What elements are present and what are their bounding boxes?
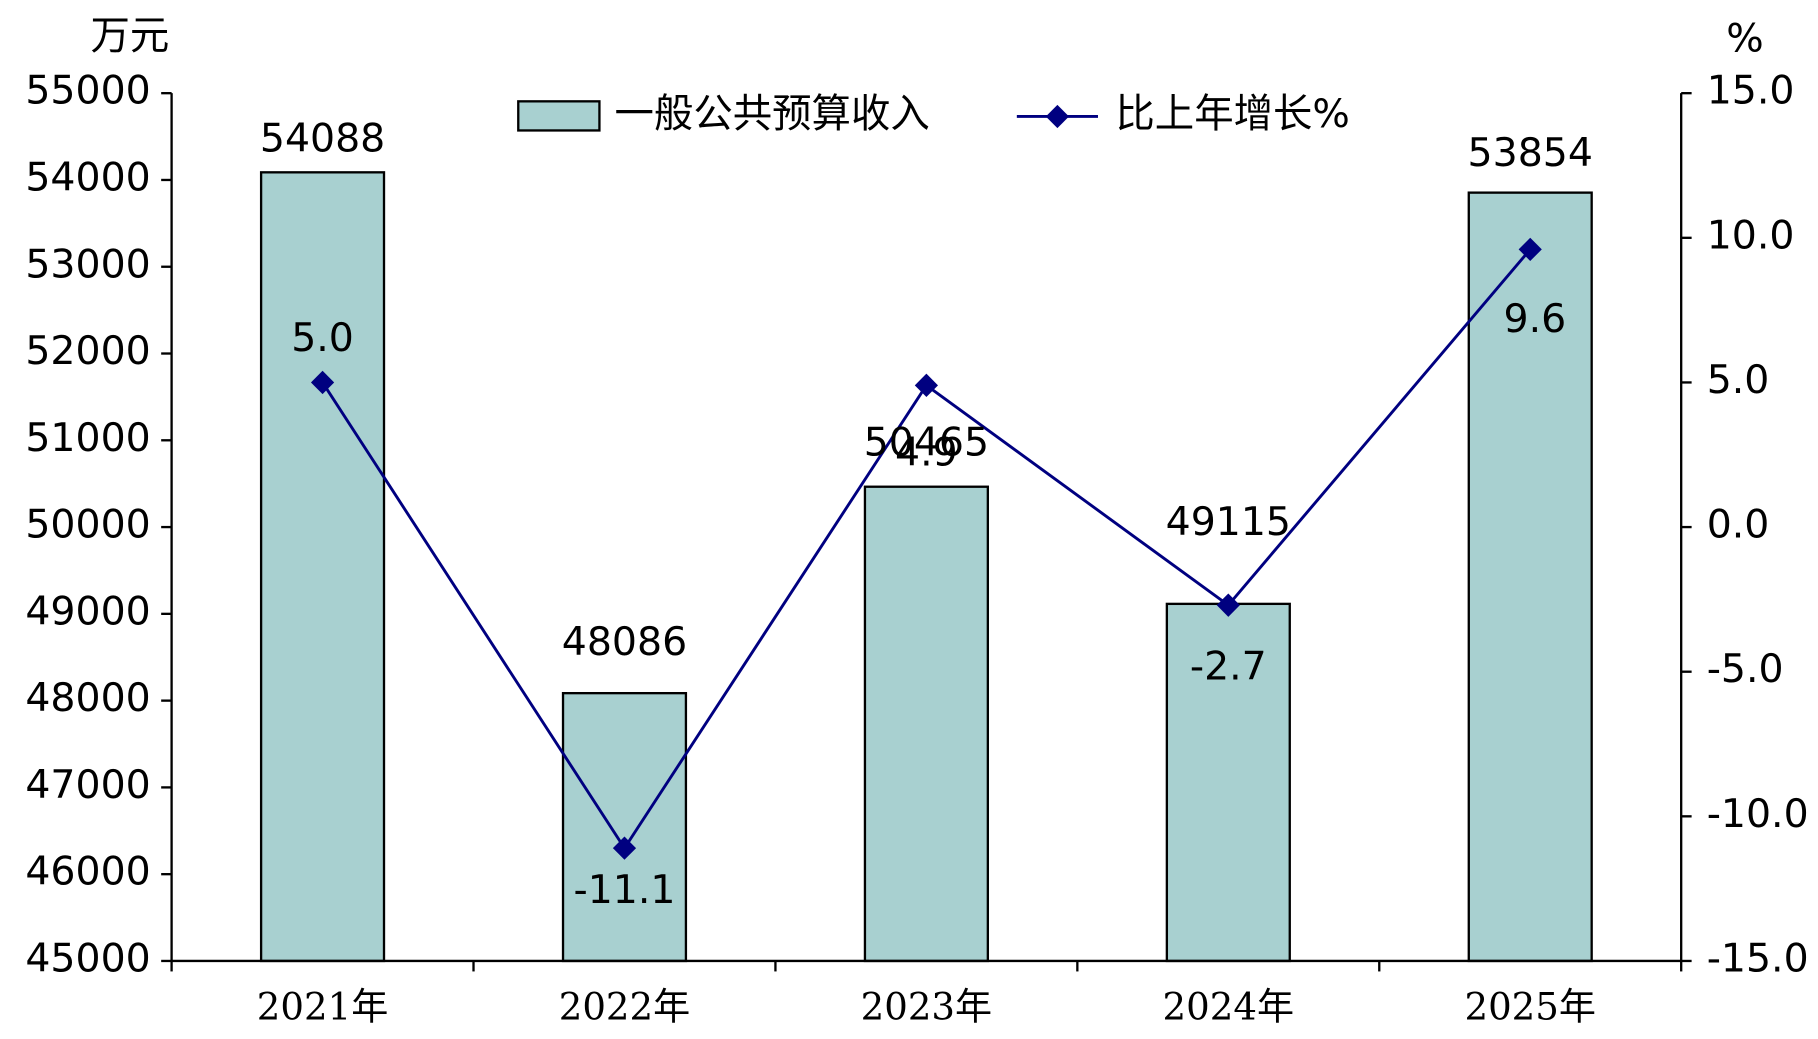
cat-label: 2021年 [257,984,388,1028]
line-value-label: 4.9 [895,430,958,476]
y2-axis-label: % [1726,15,1763,61]
legend-marker [1045,104,1070,129]
y-tick-label: 45000 [25,935,150,981]
bar [259,171,386,963]
y-tick-label: 48000 [25,675,150,721]
legend-swatch [517,100,601,132]
y-tick-label: 51000 [25,415,150,461]
legend-label: 比上年增长% [1115,91,1350,137]
y-tick-label: 50000 [25,502,150,548]
y-tick-label: 53000 [25,241,150,287]
y-tick-label: 47000 [25,762,150,808]
cat-label: 2024年 [1163,984,1294,1028]
bar-value-label: 48086 [562,619,687,665]
y2-tick-label: 10.0 [1707,212,1795,258]
bar-value-label: 49115 [1166,499,1291,545]
y2-tick-label: -10.0 [1707,791,1809,837]
line-value-label: -11.1 [573,867,675,913]
line-value-label: 5.0 [291,315,354,361]
cat-label: 2025年 [1464,984,1595,1028]
bar [863,485,990,963]
y-axis-label: 万元 [90,13,169,59]
bar-value-label: 50465 [864,419,989,465]
legend-label: 一般公共预算收入 [615,91,930,137]
cat-label: 2022年 [559,984,690,1028]
line-value-label: -2.7 [1190,644,1267,690]
y2-tick-label: 5.0 [1707,357,1770,403]
y-tick-label: 55000 [25,68,150,114]
cat-label: 2023年 [861,984,992,1028]
y-tick-label: 49000 [25,588,150,634]
y2-tick-label: -15.0 [1707,935,1809,981]
bar [1467,191,1593,963]
y-tick-label: 46000 [25,849,150,895]
line-marker [914,373,938,397]
y-tick-label: 52000 [25,328,150,374]
line-value-label: 9.6 [1504,296,1567,342]
y2-tick-label: 0.0 [1707,502,1770,548]
y2-tick-label: -5.0 [1707,646,1784,692]
bar-value-label: 54088 [260,115,385,161]
bar [561,691,688,963]
y2-tick-label: 15.0 [1707,68,1795,114]
bar-value-label: 53854 [1468,130,1593,176]
line-marker [612,836,637,860]
y-tick-label: 54000 [25,154,150,200]
line-marker [1518,237,1542,262]
